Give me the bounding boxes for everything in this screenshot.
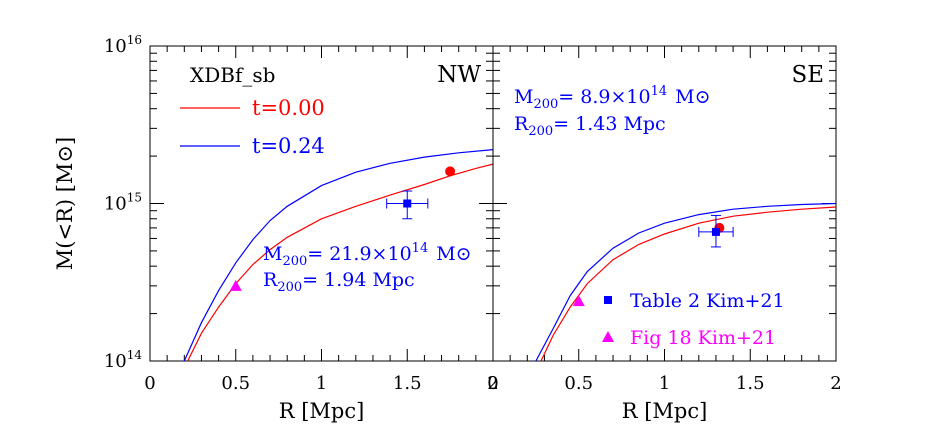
y-tick-exponent: 16 — [127, 33, 142, 47]
x-tick-label: 1 — [659, 373, 670, 394]
series-line-t-0-24 — [183, 149, 493, 361]
mass-symbol: M — [263, 243, 282, 265]
mass-subscript: 200 — [282, 254, 307, 269]
y-tick-label: 1014 — [104, 348, 143, 372]
x-tick-label: 0.5 — [564, 373, 593, 394]
radius-symbol: R — [263, 269, 278, 291]
region-label: NW — [437, 62, 481, 88]
x-tick-label: 0 — [144, 373, 155, 394]
radius-subscript: 200 — [277, 280, 302, 295]
y-axis-label: M(<R) [M⊙] — [53, 137, 77, 270]
legend-marker-triangle — [602, 331, 614, 342]
x-tick-label: 1 — [316, 373, 327, 394]
series-line-t-0-00 — [540, 206, 836, 361]
mass-annotation: M200= 8.9×1014 M⊙ — [514, 84, 711, 112]
legend-marker-square — [604, 296, 612, 304]
x-tick-label: 1.5 — [393, 373, 422, 394]
legend-label: Fig 18 Kim+21 — [630, 327, 776, 349]
series-line-t-0-00 — [187, 163, 493, 361]
legend-label: t=0.24 — [252, 134, 325, 158]
radius-annotation: R200= 1.94 Mpc — [263, 269, 415, 295]
x-axis-label: R [Mpc] — [622, 399, 708, 423]
mass-unit: M⊙ — [675, 86, 710, 108]
dataset-label: XDBf_sb — [190, 63, 275, 87]
mass-exponent: 14 — [651, 84, 668, 99]
radius-subscript: 200 — [528, 124, 553, 139]
x-tick-label: 2 — [830, 373, 841, 394]
y-tick-exponent: 15 — [127, 191, 142, 205]
legend-label: Table 2 Kim+21 — [630, 290, 785, 312]
series-line-t-0-24 — [535, 202, 836, 361]
mass-value: = 8.9×10 — [558, 86, 650, 108]
data-point-square — [403, 199, 412, 208]
y-tick-label: 1015 — [104, 191, 142, 215]
y-tick-label: 1016 — [104, 33, 142, 57]
mass-value: = 21.9×10 — [307, 243, 411, 265]
radius-symbol: R — [514, 113, 529, 135]
data-point-square — [711, 227, 720, 236]
plot-frame — [149, 45, 494, 362]
mass-unit: M⊙ — [436, 243, 471, 265]
y-tick-exponent: 14 — [127, 348, 143, 362]
mass-annotation: M200= 21.9×1014 M⊙ — [263, 241, 472, 269]
x-tick-label: 0 — [487, 373, 498, 394]
y-tick-base: 10 — [104, 351, 127, 372]
radius-value: = 1.94 Mpc — [302, 269, 415, 291]
data-point-triangle — [572, 295, 585, 307]
y-tick-base: 10 — [104, 36, 127, 57]
mass-symbol: M — [514, 86, 533, 108]
region-label: SE — [791, 62, 824, 88]
x-tick-label: 1.5 — [736, 373, 765, 394]
radius-value: = 1.43 Mpc — [553, 113, 666, 135]
data-point-circle — [445, 166, 456, 177]
y-tick-base: 10 — [104, 194, 127, 215]
mass-subscript: 200 — [533, 97, 558, 112]
x-tick-label: 0.5 — [221, 373, 250, 394]
legend-label: t=0.00 — [252, 96, 325, 120]
mass-exponent: 14 — [412, 241, 429, 256]
radius-annotation: R200= 1.43 Mpc — [514, 113, 666, 139]
data-point-triangle — [229, 279, 242, 291]
x-tick-label: 2 — [487, 373, 498, 394]
x-axis-label: R [Mpc] — [279, 399, 365, 423]
